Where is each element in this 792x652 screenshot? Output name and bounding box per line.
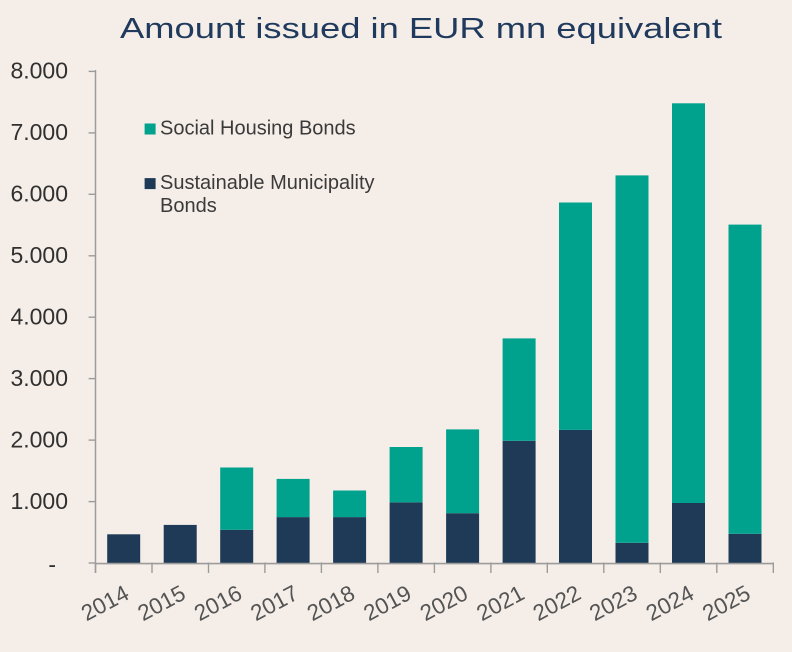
svg-text:8.000: 8.000 xyxy=(10,58,68,84)
svg-text:7.000: 7.000 xyxy=(10,119,68,145)
svg-text:Social Housing Bonds: Social Housing Bonds xyxy=(160,118,356,140)
svg-text:Bonds: Bonds xyxy=(160,195,217,217)
svg-text:6.000: 6.000 xyxy=(10,181,68,207)
svg-text:3.000: 3.000 xyxy=(10,365,68,391)
svg-text:Sustainable Municipality: Sustainable Municipality xyxy=(160,172,375,194)
svg-text:Amount issued in EUR mn equiva: Amount issued in EUR mn equivalent xyxy=(120,13,722,45)
svg-text:1.000: 1.000 xyxy=(10,488,68,514)
svg-text:4.000: 4.000 xyxy=(10,304,68,330)
svg-text:-: - xyxy=(48,551,56,577)
svg-text:2.000: 2.000 xyxy=(10,426,68,452)
svg-text:5.000: 5.000 xyxy=(10,242,68,268)
